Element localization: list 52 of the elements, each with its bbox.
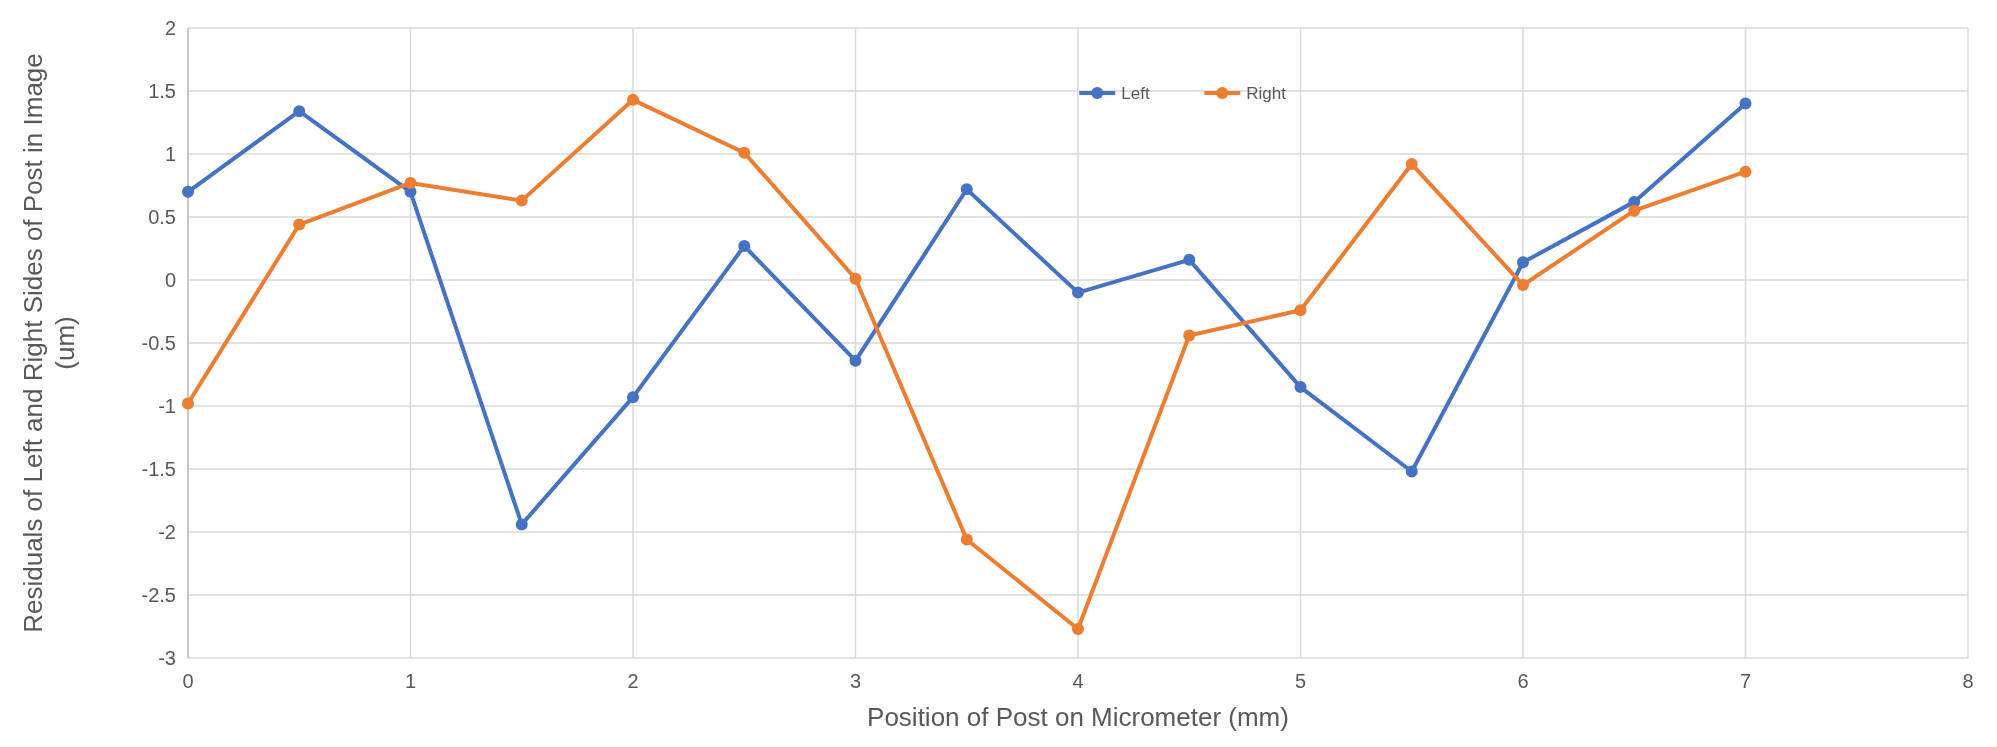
point (515, 518, 528, 531)
y-axis-title: Residuals of Left and Right Sides of Post in Image (um) (18, 53, 80, 633)
x-tick-label: 8 (1962, 670, 1974, 692)
point (182, 185, 194, 198)
point (404, 176, 417, 189)
point (1294, 381, 1307, 394)
point (182, 397, 194, 410)
x-tick-label: 1 (404, 670, 417, 692)
point (738, 146, 751, 159)
point (1294, 304, 1307, 317)
x-tick-label: 6 (1517, 670, 1529, 692)
y-tick-label: 0.5 (148, 206, 176, 228)
y-tick-label: -1 (158, 395, 176, 417)
x-tick-label: 0 (182, 670, 194, 692)
point (1405, 465, 1418, 478)
point (1183, 329, 1196, 342)
x-tick-label: 5 (1294, 670, 1307, 692)
point (293, 105, 306, 118)
point (1739, 165, 1752, 178)
y-tick-label: 2 (164, 17, 176, 39)
y-tick-label: 1.5 (148, 80, 176, 102)
point (1072, 286, 1084, 299)
y-tick-label: -3 (158, 647, 176, 669)
point (849, 272, 862, 285)
point (1517, 256, 1529, 269)
point (515, 194, 528, 207)
x-tick-label: 2 (627, 670, 639, 692)
point (1517, 279, 1529, 292)
point (293, 218, 306, 231)
point (1405, 158, 1418, 171)
point (849, 354, 862, 367)
y-tick-label: -1.5 (141, 458, 176, 480)
legend-label: Left (1121, 84, 1150, 103)
x-tick-label: 3 (849, 670, 862, 692)
point (960, 533, 973, 546)
point (1072, 623, 1084, 636)
x-axis-title: Position of Post on Micrometer (mm) (867, 702, 1289, 732)
point (1628, 204, 1641, 217)
x-tick-label: 4 (1072, 670, 1084, 692)
y-tick-label: -0.5 (141, 332, 176, 354)
point (960, 183, 973, 196)
legend-label: Right (1246, 84, 1287, 103)
y-tick-label: 0 (164, 269, 176, 291)
y-tick-label: -2 (158, 521, 176, 543)
point (1183, 253, 1196, 266)
point (627, 391, 639, 404)
x-tick-label: 7 (1739, 670, 1752, 692)
point (738, 239, 751, 252)
point (1739, 97, 1752, 110)
y-tick-label: -2.5 (141, 584, 176, 606)
point (627, 93, 639, 106)
y-tick-label: 1 (164, 143, 176, 165)
